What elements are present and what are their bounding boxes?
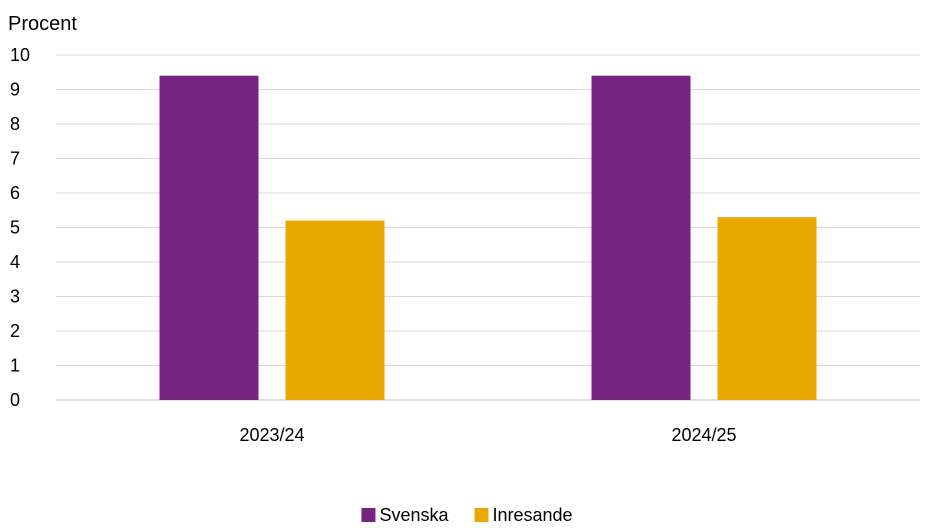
legend-label-inresande: Inresande bbox=[492, 505, 572, 525]
legend: Svenska Inresande bbox=[361, 505, 573, 525]
y-tick-label: 6 bbox=[10, 183, 20, 203]
y-tick-label: 10 bbox=[10, 45, 30, 65]
bar-inresande-2024-25 bbox=[717, 217, 817, 400]
y-tick-label: 9 bbox=[10, 80, 20, 100]
bar-svenska-2024-25 bbox=[591, 75, 691, 400]
y-tick-label: 8 bbox=[10, 114, 20, 134]
y-tick-label: 3 bbox=[10, 287, 20, 307]
x-axis-categories: 2023/24 2024/25 bbox=[239, 425, 736, 445]
y-tick-label: 2 bbox=[10, 321, 20, 341]
y-tick-label: 4 bbox=[10, 252, 20, 272]
y-tick-label: 1 bbox=[10, 356, 20, 376]
x-category-label: 2023/24 bbox=[239, 425, 304, 445]
bar-svenska-2023-24 bbox=[159, 75, 259, 400]
legend-swatch-inresande bbox=[474, 508, 489, 522]
legend-label-svenska: Svenska bbox=[379, 505, 449, 525]
y-axis-unit-label: Procent bbox=[8, 13, 77, 35]
bar-inresande-2023-24 bbox=[285, 220, 385, 400]
y-axis-ticks: 0 1 2 3 4 5 6 7 8 9 10 bbox=[10, 45, 30, 410]
legend-swatch-svenska bbox=[361, 508, 376, 522]
y-tick-label: 5 bbox=[10, 218, 20, 238]
bars bbox=[159, 75, 817, 400]
y-tick-label: 0 bbox=[10, 390, 20, 410]
y-tick-label: 7 bbox=[10, 149, 20, 169]
x-category-label: 2024/25 bbox=[671, 425, 736, 445]
